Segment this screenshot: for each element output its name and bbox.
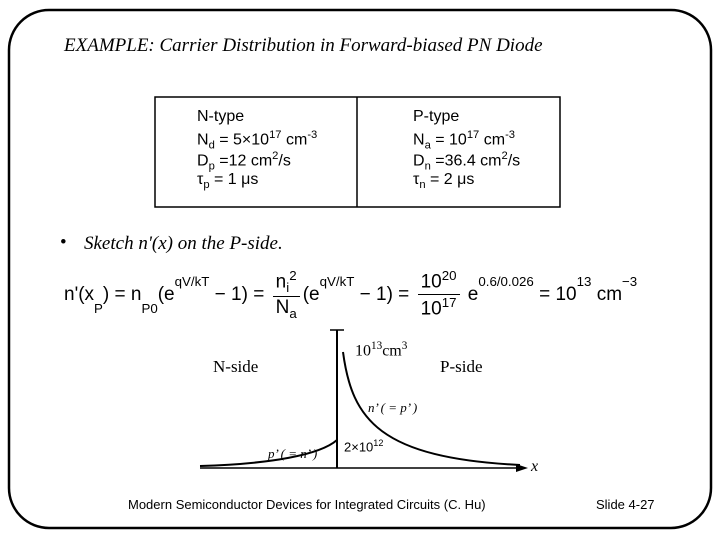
- superscript: qV/kT: [319, 274, 355, 289]
- footer-slide: Slide 4-27: [596, 497, 655, 512]
- title: EXAMPLE: Carrier Distribution in Forward…: [64, 35, 543, 56]
- superscript: 17: [466, 129, 480, 141]
- text-run: = 10: [533, 283, 577, 305]
- p-value-label: 2×1012: [344, 438, 383, 454]
- subscript: a: [289, 305, 297, 321]
- table-line: Na = 1017 cm-3: [413, 129, 520, 152]
- numerator: 1020: [418, 268, 460, 294]
- text-run: = 5×10: [214, 131, 270, 149]
- superscript: 13: [576, 274, 592, 289]
- superscript: 2: [289, 268, 297, 283]
- text-run: N: [413, 131, 425, 149]
- superscript: 17: [269, 129, 282, 141]
- text-run: cm: [382, 342, 402, 360]
- bullet-text: Sketch n'(x) on the P-side.: [84, 233, 283, 254]
- superscript: 20: [441, 268, 457, 284]
- subscript: P: [94, 300, 103, 316]
- fraction: 1020 1017: [417, 268, 460, 321]
- slide-border: [7, 8, 713, 530]
- subscript: p: [203, 179, 210, 192]
- table-line: Nd = 5×1017 cm-3: [197, 129, 318, 152]
- subscript: i: [286, 280, 290, 296]
- text-run: = 1 μs: [209, 171, 259, 188]
- denominator: Na: [272, 296, 300, 322]
- fraction: ni2 Na: [272, 268, 300, 322]
- x-label: x: [531, 458, 539, 475]
- text-run: (e: [302, 283, 320, 305]
- n-curve: [342, 351, 521, 466]
- text-run: N-type: [197, 108, 245, 125]
- subscript: a: [424, 139, 431, 152]
- table-line: Dn =36.4 cm2/s: [413, 150, 521, 173]
- text-run: 10: [420, 298, 442, 320]
- text-run: D: [413, 152, 425, 170]
- subscript: n: [424, 160, 431, 173]
- n-label: n’ ( = p’ ): [368, 400, 418, 415]
- superscript: qV/kT: [174, 274, 210, 289]
- table-left: N-type Nd = 5×1017 cm-3 Dp =12 cm2/s τp = 1…: [197, 108, 317, 192]
- text-run: ) = n: [102, 283, 142, 305]
- text-run: 2×10: [344, 439, 374, 455]
- subscript: n: [419, 179, 426, 192]
- text-run: N: [197, 131, 209, 149]
- text-run: = 2 μs: [425, 171, 475, 188]
- table-line: Dp =12 cm2/s: [197, 150, 317, 173]
- subscript: d: [208, 139, 215, 152]
- p-label: p’ ( = n’ ): [268, 446, 318, 461]
- superscript: −3: [622, 274, 638, 289]
- bullet-dot: •: [60, 232, 67, 253]
- text-run: cm: [479, 131, 506, 149]
- superscript: 2: [272, 150, 279, 162]
- table-right: P-type Na = 1017 cm-3 Dn =36.4 cm2/s τn = 2…: [413, 108, 520, 192]
- table-line: N-type: [197, 108, 317, 129]
- text-run: 10: [355, 342, 371, 360]
- superscript: 12: [373, 438, 384, 448]
- subscript: P0: [141, 300, 158, 316]
- text-run: /s: [507, 152, 521, 170]
- text-run: cm: [591, 283, 623, 305]
- text-run: P-type: [413, 108, 460, 125]
- superscript: -3: [307, 129, 318, 141]
- text-run: τ: [413, 171, 420, 188]
- footer-source: Modern Semiconductor Devices for Integra…: [128, 497, 486, 512]
- text-run: e: [462, 283, 479, 305]
- text-run: n: [275, 271, 287, 293]
- text-run: =12 cm: [214, 152, 273, 170]
- text-run: − 1) =: [209, 283, 270, 305]
- text-run: = 10: [430, 131, 467, 149]
- text-run: /s: [278, 152, 291, 170]
- text-run: D: [197, 152, 209, 170]
- table-line: τn = 2 μs: [413, 171, 520, 192]
- peak-label: 1013cm3: [355, 340, 407, 360]
- superscript: 13: [371, 340, 383, 352]
- numerator: ni2: [273, 268, 300, 296]
- denominator: 1017: [417, 294, 460, 321]
- p-curve: [199, 439, 338, 467]
- n-side-label: N-side: [213, 357, 259, 376]
- superscript: 17: [441, 295, 457, 311]
- p-side-label: P-side: [440, 357, 483, 376]
- table-line: P-type: [413, 108, 520, 129]
- superscript: 3: [401, 340, 408, 352]
- equation: n'(x P) = n P0 (e qV/kT − 1) = ni2 Na (e qV/kT …: [64, 268, 637, 322]
- text-run: cm: [281, 131, 308, 149]
- text-run: 10: [420, 271, 442, 293]
- subscript: p: [208, 160, 215, 173]
- superscript: -3: [505, 129, 516, 141]
- superscript: 2: [501, 150, 508, 162]
- text-run: n'(x: [64, 283, 95, 305]
- text-run: N: [275, 297, 290, 319]
- text-run: (e: [157, 283, 175, 305]
- superscript: 0.6/0.026: [478, 274, 534, 289]
- text-run: =36.4 cm: [430, 152, 502, 170]
- table-line: τp = 1 μs: [197, 171, 317, 192]
- text-run: τ: [197, 171, 204, 188]
- text-run: − 1) =: [354, 283, 415, 305]
- x-arrow: [516, 464, 528, 472]
